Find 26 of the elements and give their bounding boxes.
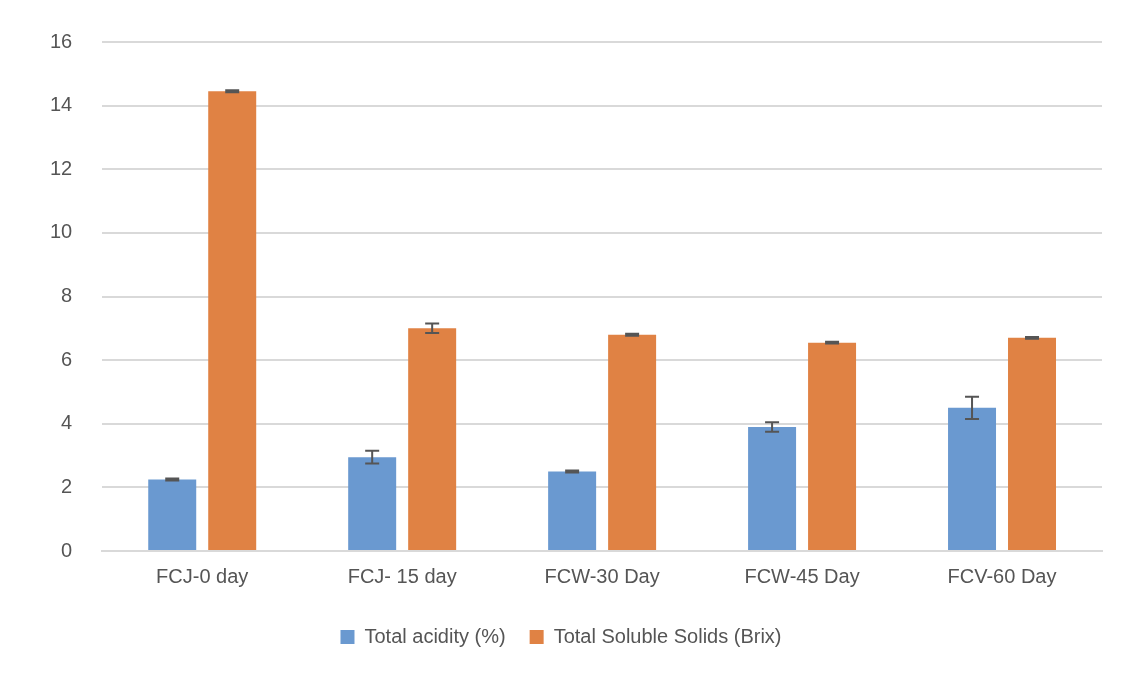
y-tick-label: 16	[50, 29, 73, 52]
bar	[748, 426, 797, 550]
y-tick-label: 12	[50, 156, 73, 179]
y-tick-label: 0	[61, 538, 73, 561]
y-tick-label: 2	[61, 474, 73, 497]
y-tick-label: 10	[50, 220, 73, 243]
bar	[408, 328, 457, 550]
bar	[348, 457, 397, 550]
bar	[948, 407, 997, 550]
bar	[208, 91, 257, 550]
x-tick-label: FCV-60 Day	[947, 564, 1057, 587]
legend-label: Total acidity (%)	[364, 624, 506, 647]
bar	[608, 334, 657, 550]
bar	[148, 479, 197, 550]
legend-label: Total Soluble Solids (Brix)	[553, 624, 782, 647]
y-tick-label: 6	[61, 347, 73, 370]
x-tick-label: FCW-30 Day	[544, 564, 660, 587]
x-tick-label: FCW-45 Day	[744, 564, 860, 587]
y-tick-label: 14	[50, 93, 73, 116]
bar	[548, 471, 597, 550]
x-tick-label: FCJ- 15 day	[347, 564, 457, 587]
bar	[1008, 337, 1057, 550]
y-tick-label: 4	[61, 411, 73, 434]
y-tick-label: 8	[61, 284, 73, 307]
x-tick-label: FCJ-0 day	[156, 564, 249, 587]
bar	[808, 342, 857, 550]
